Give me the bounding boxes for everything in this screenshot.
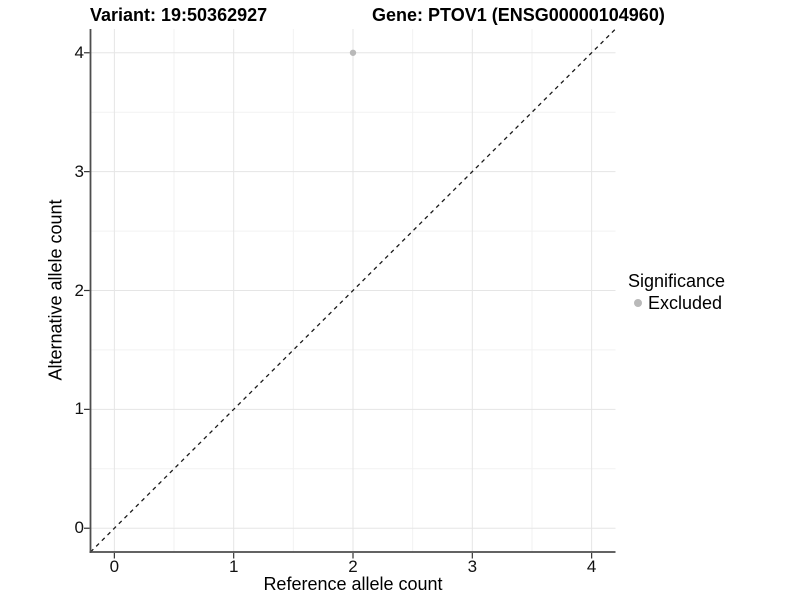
x-tick-label: 1 <box>228 557 239 576</box>
plot-title-variant: Variant: 19:50362927 <box>90 5 268 25</box>
legend-item: Excluded <box>628 294 725 312</box>
y-tick-label: 4 <box>74 42 84 62</box>
x-axis-title: Reference allele count <box>263 574 443 594</box>
x-tick-label: 2 <box>348 557 358 576</box>
y-tick-label: 2 <box>74 280 84 300</box>
y-tick-label: 3 <box>74 161 84 181</box>
identity-dashed-line <box>90 28 616 553</box>
legend: Significance Excluded <box>628 271 725 312</box>
y-tick-label: 1 <box>74 399 84 419</box>
x-tick-label: 4 <box>586 557 597 576</box>
legend-item-label: Excluded <box>648 293 723 313</box>
y-tick-label: 0 <box>74 518 84 538</box>
data-point <box>349 49 357 56</box>
legend-title: Significance <box>628 271 726 291</box>
x-tick-label: 0 <box>109 557 120 576</box>
legend-items: Excluded <box>628 294 725 312</box>
legend-key-dot-icon <box>634 299 642 307</box>
plot-title-gene: Gene: PTOV1 (ENSG00000104960) <box>372 5 665 25</box>
x-tick-label: 3 <box>467 557 478 576</box>
